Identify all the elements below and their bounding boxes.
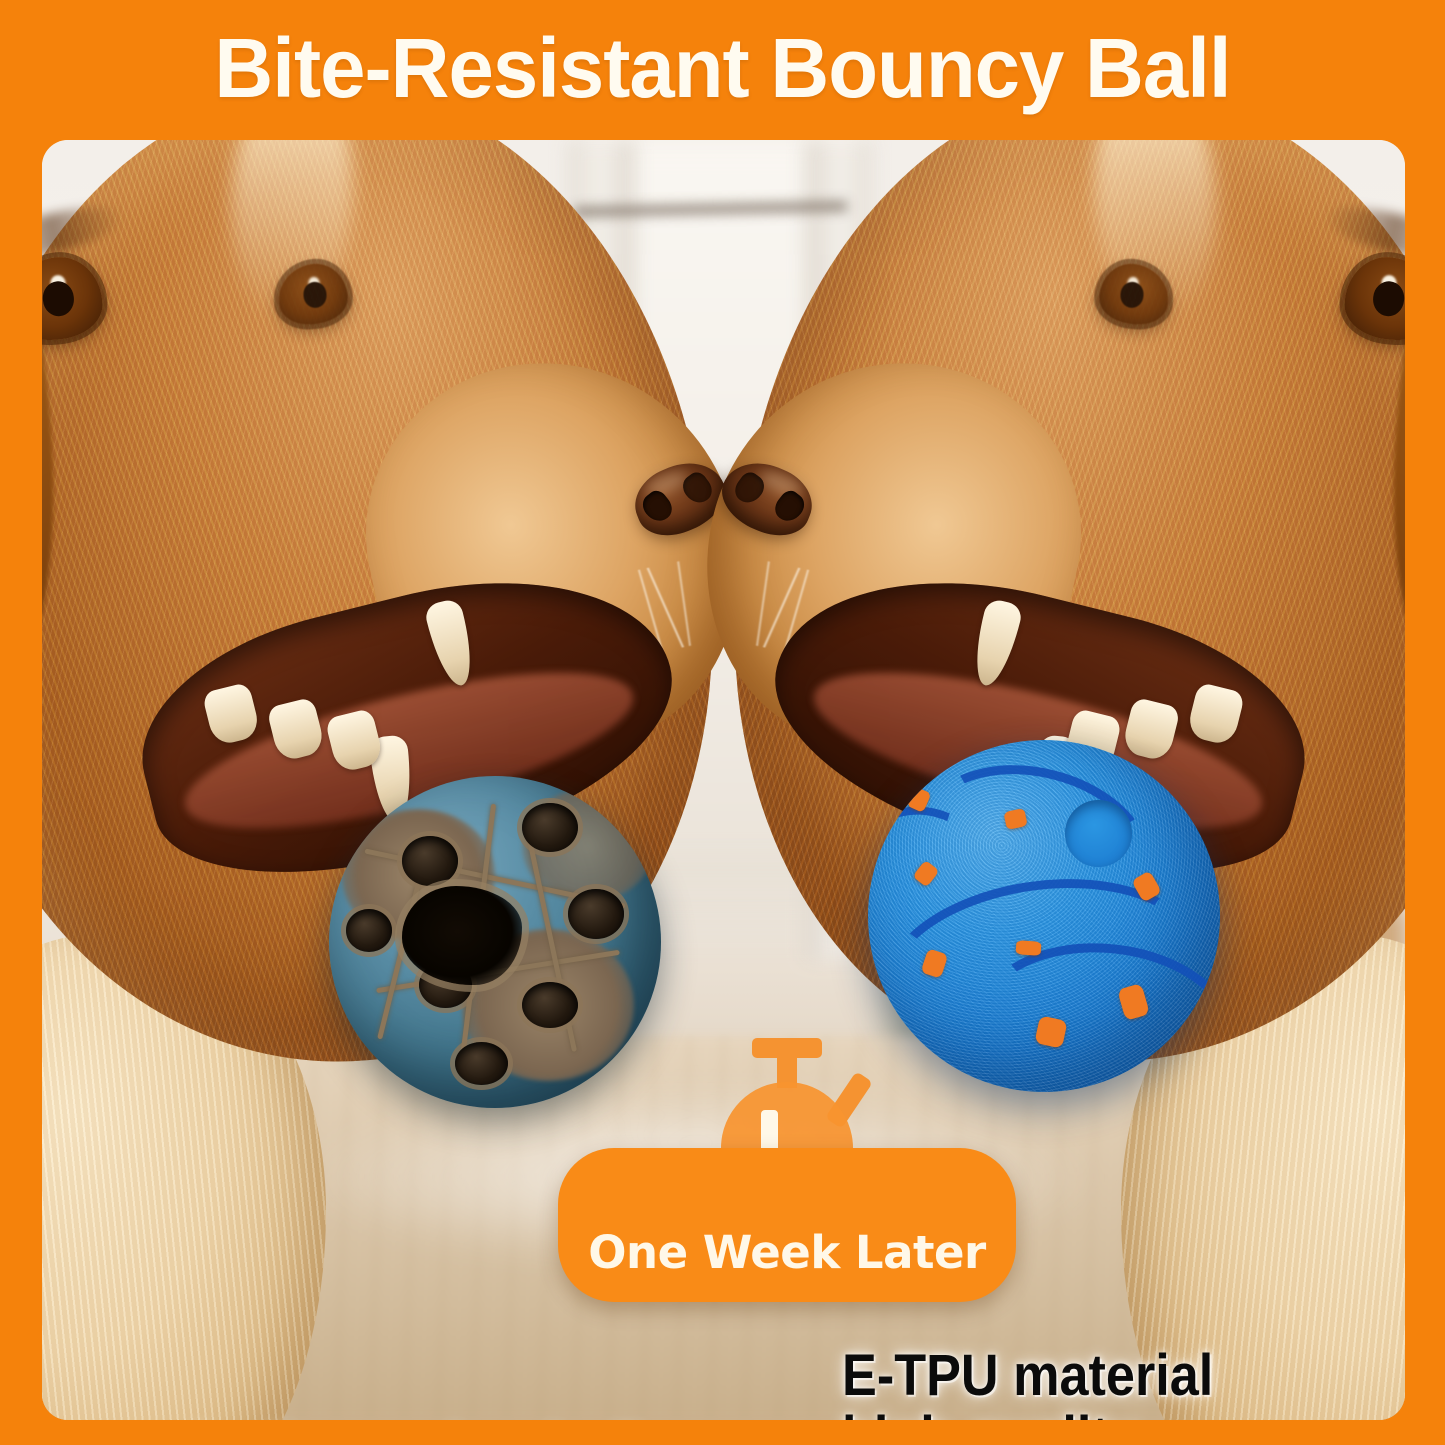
- nostril: [637, 487, 677, 527]
- hole: [345, 908, 393, 952]
- eye-glint: [1380, 274, 1397, 292]
- new-etpu-ball: [868, 740, 1220, 1092]
- hole: [568, 888, 625, 939]
- eye-glint: [1126, 276, 1139, 290]
- tooth: [966, 596, 1025, 690]
- orange-speck: [1015, 939, 1041, 956]
- stopwatch-stem: [777, 1052, 797, 1088]
- hole: [521, 802, 578, 853]
- badge-label: One Week Later: [588, 1226, 986, 1279]
- tooth: [422, 596, 481, 690]
- large-tear-hole: [402, 885, 522, 986]
- dog-right-nose: [712, 450, 823, 547]
- page-title: Bite-Resistant Bouncy Ball: [214, 21, 1231, 115]
- caption-line-2: high-quality: [842, 1407, 1213, 1421]
- old-damaged-ball: [329, 776, 661, 1108]
- eye-glint: [308, 276, 321, 290]
- caption-line-1: E-TPU material: [842, 1343, 1214, 1408]
- nostril: [770, 487, 810, 527]
- stopwatch-crown: [752, 1038, 822, 1058]
- tooth: [201, 680, 262, 747]
- caption-etpu-material: E-TPU material high-quality chew-resista…: [842, 1343, 1214, 1421]
- badge-pill[interactable]: One Week Later: [558, 1148, 1016, 1302]
- hole: [521, 981, 578, 1029]
- comparison-photo: One Week Later Ordinary dog ball E-TPU m…: [42, 140, 1405, 1420]
- eye-glint: [50, 274, 67, 292]
- hole: [402, 835, 459, 886]
- dog-left: [42, 140, 775, 1420]
- hole: [455, 1041, 509, 1085]
- one-week-later-badge[interactable]: One Week Later: [558, 1038, 1016, 1306]
- ball-dimple: [1065, 799, 1132, 867]
- tooth: [1185, 680, 1246, 747]
